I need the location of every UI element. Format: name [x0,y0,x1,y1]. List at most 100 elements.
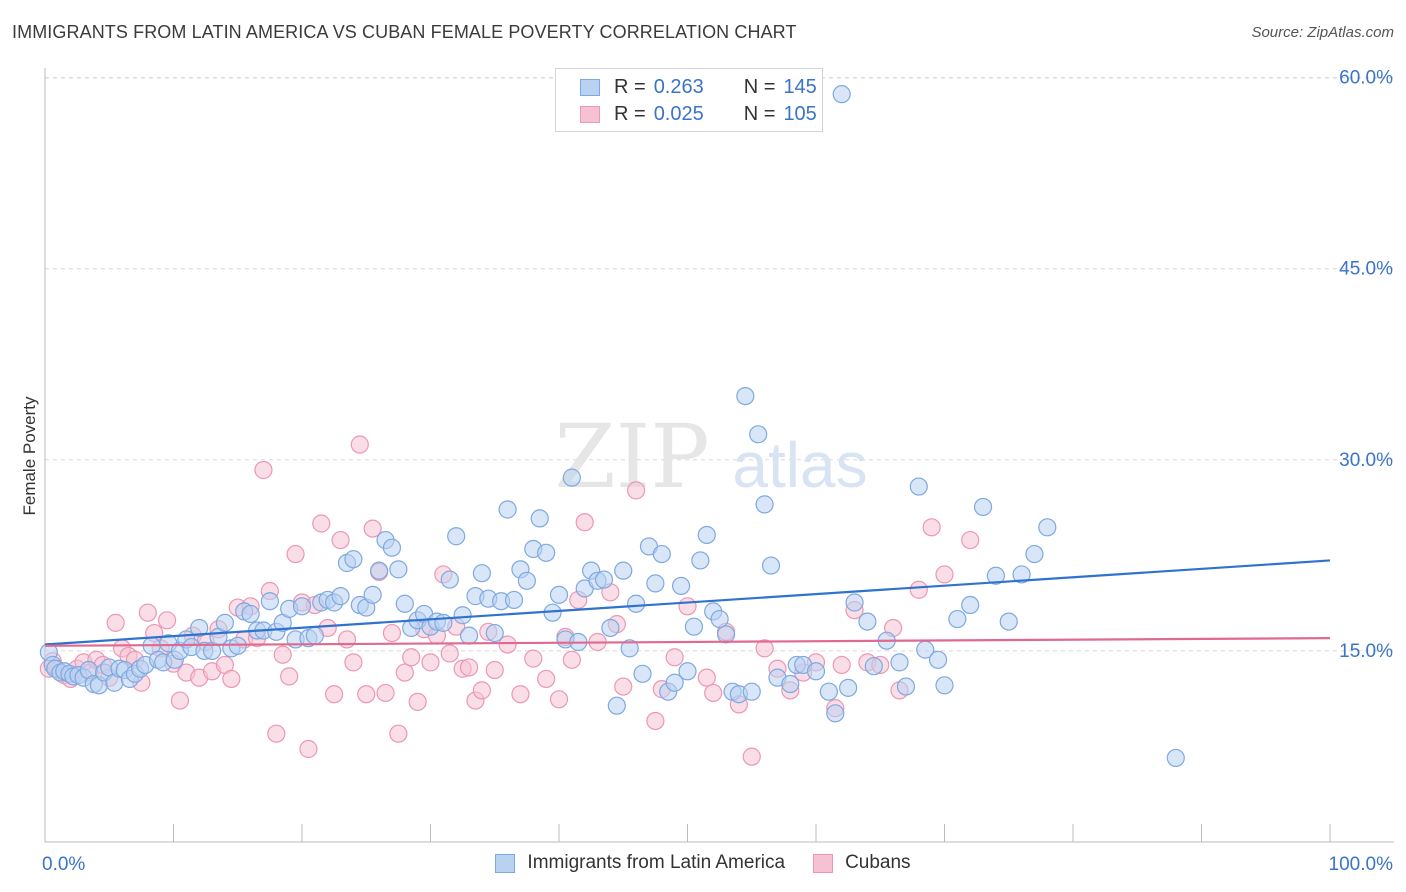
legend-label-cubans: Cubans [845,852,911,873]
cubans-point [254,460,273,480]
latin-america-point [530,509,549,528]
cubans-point [961,530,980,550]
legend-r-value-pink: 0.025 [653,102,704,125]
cubans-point [922,518,941,537]
latin-america-point [453,606,472,625]
cubans-point [350,435,369,454]
cubans-point [382,623,402,643]
cubans-point [832,655,851,675]
cubans-point [575,513,594,532]
latin-america-point [389,560,408,579]
cubans-point [537,669,556,689]
latin-america-point [826,704,845,723]
cubans-point [614,677,633,696]
latin-america-point [633,664,652,683]
legend-swatch-pink [813,853,834,873]
legend-swatch-pink [580,105,600,123]
latin-america-point [562,468,581,487]
cubans-point [498,635,517,654]
y-tick-label: 60.0% [1339,68,1393,89]
latin-america-point [601,618,620,638]
cubans-point [549,690,569,709]
legend-r-label: R = [614,75,646,98]
y-tick-label: 15.0% [1339,641,1393,662]
cubans-point [337,630,357,649]
latin-america-point [607,696,626,715]
latin-america-point [665,673,684,692]
cubans-point [524,649,543,668]
latin-america-point [755,495,774,514]
legend-swatch-blue [495,853,516,873]
legend-r-value-blue: 0.263 [653,75,704,98]
cubans-point [697,668,716,687]
cubans-point [511,685,530,704]
y-axis-title: Female Poverty [20,396,39,516]
latin-america-point [363,585,382,604]
latin-america-point [241,604,260,624]
cubans-point [170,691,190,710]
latin-america-point [684,617,704,636]
cubans-point [376,683,395,703]
latin-america-point [485,623,504,643]
legend-swatch-blue [580,78,600,96]
cubans-point [440,644,459,663]
legend-r-label: R = [614,102,646,125]
stats-legend: R = 0.263 N = 145 R = 0.025 N = 105 [555,68,823,132]
cubans-point [472,681,491,700]
cubans-point [157,611,177,630]
latin-america-point [761,556,781,575]
cubans-point [222,669,241,689]
cubans-point [106,613,125,632]
latin-america-point [1012,565,1031,584]
cubans-point [267,724,286,743]
cubans-point [344,653,363,672]
latin-america-point [909,477,928,496]
y-tick-label: 30.0% [1339,450,1393,471]
latin-america-point [1038,518,1057,537]
legend-row-blue: R = 0.263 N = 145 [580,76,817,98]
latin-america-point [614,561,633,580]
latin-america-point [395,594,414,613]
series-legend: Immigrants from Latin America Cubans [0,852,1406,874]
latin-america-trend-line [44,559,1331,646]
latin-america-point [331,587,350,606]
latin-america-point [736,387,755,406]
latin-america-point [190,618,209,638]
series-latin-america [39,85,1185,768]
latin-america-point [498,500,517,519]
cubans-point [312,514,331,533]
cubans-point [909,580,928,599]
latin-america-point [671,576,691,596]
latin-america-point [517,571,536,590]
legend-item-cubans: Cubans [813,852,911,874]
latin-america-point [819,682,838,701]
latin-america-point [537,543,556,562]
latin-america-point [594,570,614,589]
cubans-point [363,519,382,538]
watermark: ZIP atlas [554,405,867,508]
latin-america-point [652,544,671,564]
latin-america-point [447,527,466,546]
latin-america-point [620,639,639,658]
cubans-point [402,648,421,667]
legend-label-latin-america: Immigrants from Latin America [527,852,786,873]
latin-america-point [459,626,479,645]
latin-america-point [716,625,736,644]
latin-america-point [549,585,569,604]
cubans-point [485,660,504,680]
legend-n-label: N = [743,102,776,125]
legend-n-value-blue: 145 [783,75,817,98]
cubans-point [665,648,684,667]
cubans-point [646,711,665,731]
latin-america-point [504,590,524,610]
latin-america-point [678,662,697,681]
cubans-point [331,530,350,550]
cubans-point [408,692,427,711]
cubans-point [395,663,414,682]
latin-america-point [382,538,402,557]
latin-america-point [832,85,851,104]
x-tick-labels: 0.0% 100.0% [42,854,1393,875]
trend-lines [44,559,1331,647]
legend-n-label: N = [743,75,776,98]
cubans-point [704,683,723,703]
